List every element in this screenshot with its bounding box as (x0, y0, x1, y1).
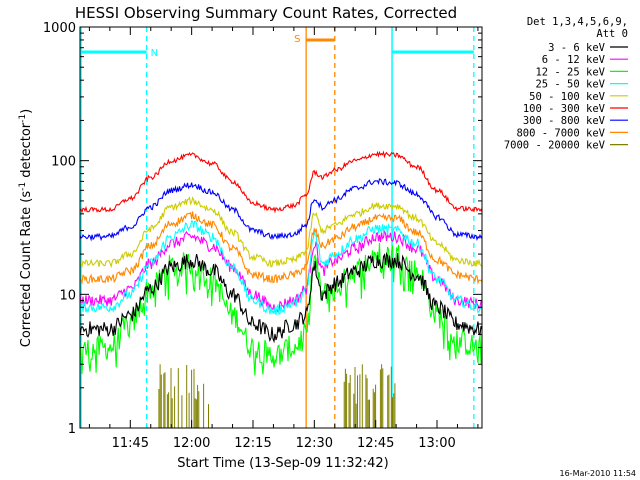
y-tick-label-3: 1000 (43, 21, 76, 36)
night-label: N (151, 48, 158, 59)
series-line-3 (80, 220, 482, 316)
legend-label-8: 7000 - 20000 keV (504, 140, 606, 152)
x-axis-label: Start Time (13-Sep-09 11:32:42) (177, 456, 388, 471)
legend-header-1: Det 1,3,4,5,6,9, (527, 16, 628, 28)
series-line-5 (80, 150, 482, 214)
plot-frame (79, 26, 483, 429)
y-tick-label-0: 1 (68, 422, 76, 437)
saa-label: S (294, 34, 300, 45)
y-tick-label-1: 10 (59, 288, 76, 303)
y-axis-label-sup1: -1 (18, 182, 28, 191)
x-tick-label-1: 12:00 (173, 436, 210, 451)
legend-label-0: 3 - 6 keV (548, 42, 606, 54)
x-tick-label-0: 11:45 (112, 436, 149, 451)
y-axis-label-part3: ) (19, 109, 34, 114)
legend-label-7: 800 - 7000 keV (516, 127, 605, 139)
legend-header-2: Att 0 (596, 28, 628, 40)
series-line-2 (80, 242, 482, 376)
background-segment-0 (158, 364, 209, 428)
series-line-0 (80, 251, 482, 344)
legend-label-4: 50 - 100 keV (529, 91, 606, 103)
x-axis: 11:45 12:00 12:15 12:30 12:45 13:00 (88, 27, 479, 451)
y-axis-label-part2: detector (19, 122, 34, 182)
legend-label-2: 12 - 25 keV (535, 66, 605, 78)
y-axis-label-sup2: -1 (18, 114, 28, 123)
overlay-layer (80, 27, 475, 428)
x-tick-label-4: 12:45 (357, 436, 394, 451)
legend-label-6: 300 - 800 keV (523, 115, 606, 127)
x-tick-label-3: 12:30 (296, 436, 333, 451)
background-layer (158, 364, 396, 428)
background-segment-1 (343, 364, 396, 428)
legend-label-1: 6 - 12 keV (542, 54, 606, 66)
timestamp: 16-Mar-2010 11:54 (560, 469, 637, 478)
y-axis: 1 10 100 1000 (43, 21, 482, 437)
legend-label-5: 100 - 300 keV (523, 103, 606, 115)
y-axis-label-part1: Corrected Count Rate (s (19, 191, 34, 348)
chart-title: HESSI Observing Summary Count Rates, Cor… (75, 4, 457, 22)
y-tick-label-2: 100 (51, 155, 76, 170)
series-line-6 (80, 178, 482, 242)
legend-label-3: 25 - 50 keV (535, 79, 605, 91)
series-line-4 (80, 196, 482, 269)
x-tick-label-2: 12:15 (234, 436, 271, 451)
series-line-7 (80, 211, 482, 285)
y-axis-label: Corrected Count Rate (s-1 detector-1) (18, 109, 34, 347)
x-tick-label-5: 13:00 (418, 436, 455, 451)
series-layer (80, 150, 482, 376)
